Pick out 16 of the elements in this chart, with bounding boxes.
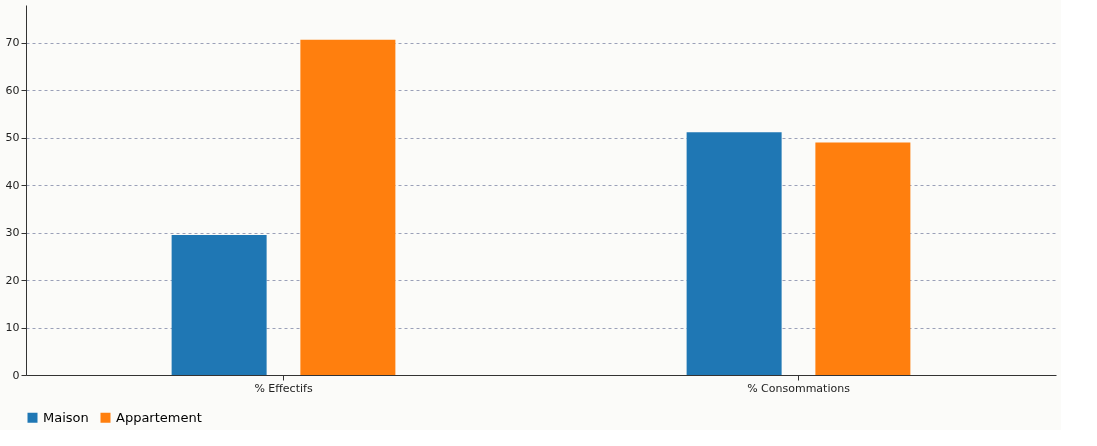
x-tick-label: % Consommations [747,381,851,395]
y-tick-label: 60 [5,83,20,97]
legend-label: Maison [43,409,89,425]
y-tick-label: 70 [5,36,20,50]
y-tick-label: 40 [5,178,20,192]
y-tick-label: 50 [5,131,20,145]
bar [686,132,782,375]
bar [300,39,396,375]
y-tick-label: 20 [5,273,20,287]
y-tick-label: 10 [5,321,20,335]
bar [171,235,267,375]
y-tick-label: 0 [12,368,20,382]
y-tick-label: 30 [5,226,20,240]
x-tick-label: % Effectifs [254,381,313,395]
legend-label: Appartement [116,409,202,425]
bar [815,142,911,375]
